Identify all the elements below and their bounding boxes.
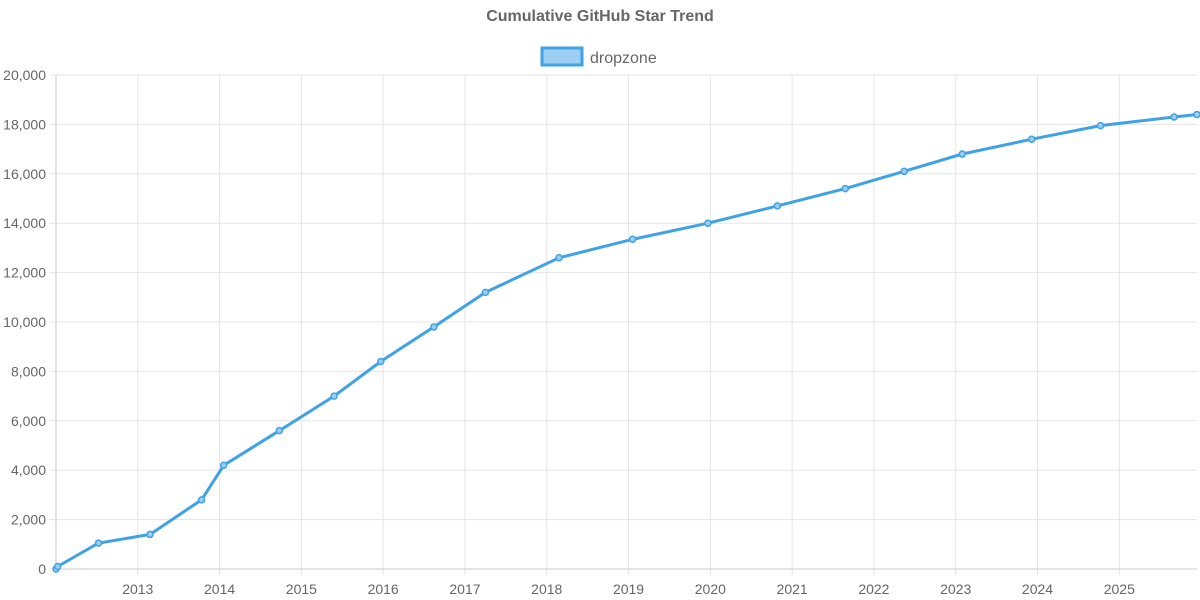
x-tick-label: 2016 — [368, 581, 399, 597]
series-line-dropzone — [54, 113, 1199, 571]
data-point[interactable] — [94, 539, 103, 547]
data-point[interactable] — [958, 150, 967, 158]
y-tick-label: 12,000 — [3, 265, 46, 281]
y-tick-label: 20,000 — [3, 67, 46, 83]
y-tick-label: 6,000 — [11, 413, 46, 429]
data-point[interactable] — [376, 357, 385, 366]
data-point[interactable] — [219, 461, 228, 470]
x-tick-label: 2022 — [858, 581, 889, 597]
data-point[interactable] — [773, 202, 782, 210]
legend-label[interactable]: dropzone — [590, 50, 657, 67]
data-point[interactable] — [704, 219, 712, 227]
legend[interactable]: dropzone — [540, 46, 657, 67]
data-point[interactable] — [1028, 135, 1036, 143]
x-tick-label: 2024 — [1022, 581, 1053, 597]
data-point[interactable] — [330, 392, 338, 400]
data-point[interactable] — [1193, 110, 1200, 119]
x-tick-label: 2017 — [449, 581, 480, 597]
y-tick-label: 2,000 — [11, 512, 46, 528]
chart-title: Cumulative GitHub Star Trend — [486, 8, 714, 25]
x-tick-label: 2025 — [1104, 581, 1135, 597]
data-point[interactable] — [146, 530, 154, 539]
y-tick-label: 14,000 — [3, 215, 46, 231]
x-tick-label: 2021 — [777, 581, 808, 597]
grid — [50, 74, 1197, 575]
data-point[interactable] — [841, 184, 850, 193]
x-tick-label: 2013 — [122, 581, 153, 597]
y-tick-label: 18,000 — [3, 116, 46, 132]
y-tick-label: 8,000 — [11, 363, 46, 379]
data-point[interactable] — [481, 288, 490, 297]
data-point[interactable] — [53, 562, 62, 571]
x-tick-label: 2020 — [695, 581, 726, 597]
data-point[interactable] — [900, 167, 908, 176]
y-tick-label: 10,000 — [3, 314, 46, 330]
data-point[interactable] — [197, 496, 206, 504]
y-tick-label: 0 — [38, 561, 46, 577]
data-point[interactable] — [430, 323, 438, 331]
data-point[interactable] — [628, 235, 637, 244]
data-point[interactable] — [275, 426, 284, 435]
x-tick-label: 2015 — [286, 581, 317, 597]
x-tick-label: 2023 — [940, 581, 971, 597]
x-tick-label: 2018 — [531, 581, 562, 597]
data-point[interactable] — [1096, 121, 1105, 130]
y-tick-label: 4,000 — [11, 462, 46, 478]
y-tick-label: 16,000 — [3, 166, 46, 182]
legend-swatch[interactable] — [540, 46, 584, 67]
x-tick-label: 2019 — [613, 581, 644, 597]
series — [52, 110, 1200, 573]
x-tick-label: 2014 — [204, 581, 235, 597]
data-point[interactable] — [555, 254, 563, 262]
data-point[interactable] — [1170, 113, 1178, 121]
axes: 0 2,000 4,000 6,000 8,000 10,000 12,000 14,000 1… — [3, 67, 1197, 597]
